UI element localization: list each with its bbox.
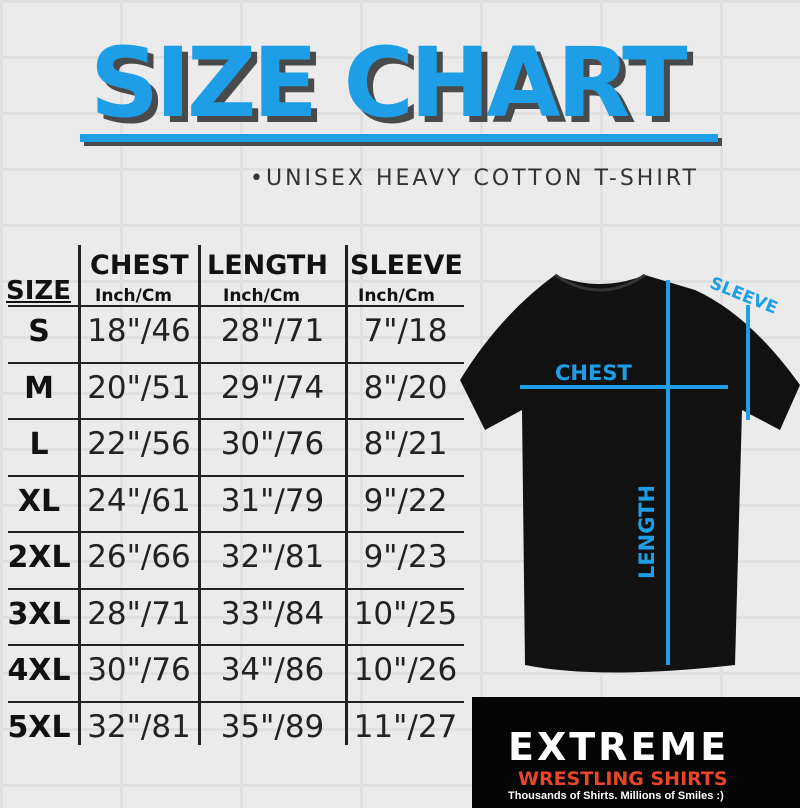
header-length-unit: Inch/Cm [223, 286, 301, 306]
measurement-cell: 11"/27 [353, 708, 458, 745]
column-divider [345, 245, 348, 745]
tshirt-diagram [460, 273, 800, 673]
header-sleeve: SLEEVE [350, 250, 463, 281]
measurement-cell: 31"/79 [220, 482, 325, 519]
tshirt-icon [460, 275, 800, 673]
measurement-cell: 8"/20 [363, 369, 448, 406]
size-label: 5XL [7, 709, 71, 745]
measurement-cell: 8"/21 [363, 426, 448, 462]
logo-tagline: Thousands of Shirts. Millions of Smiles … [508, 790, 724, 802]
measurement-cell: 24"/61 [87, 482, 191, 519]
measurement-cell: 26"/66 [87, 539, 191, 575]
header-size: SIZE [6, 276, 72, 306]
measurement-cell: 33"/84 [220, 595, 325, 632]
column-divider [198, 245, 201, 745]
measurement-cell: 18"/46 [87, 313, 191, 349]
measurement-cell: 22"/56 [87, 426, 191, 462]
measurement-cell: 10"/25 [353, 595, 458, 632]
header-chest: CHEST [90, 250, 189, 281]
subtitle: •UNISEX HEAVY COTTON T-SHIRT [250, 166, 699, 191]
column-divider [78, 245, 81, 745]
row-divider [8, 644, 464, 646]
measurement-cell: 32"/81 [220, 539, 325, 575]
size-label: 4XL [7, 653, 71, 688]
logo-line1: EXTREME [508, 725, 730, 769]
header-chest-unit: Inch/Cm [95, 286, 173, 306]
header-length: LENGTH [207, 250, 328, 281]
measurement-cell: 28"/71 [87, 595, 191, 632]
size-label: 3XL [7, 596, 71, 632]
measurement-cell: 29"/74 [220, 369, 325, 406]
measurement-cell: 10"/26 [353, 652, 458, 688]
measurement-cell: 20"/51 [87, 369, 191, 406]
row-divider [8, 531, 464, 533]
row-divider [8, 587, 464, 590]
measurement-cell: 32"/81 [87, 708, 191, 745]
brand-logo: EXTREME WRESTLING SHIRTS Thousands of Sh… [472, 697, 800, 808]
measurement-cell: 7"/18 [363, 313, 448, 349]
row-divider [8, 361, 464, 364]
measurement-cell: 34"/86 [220, 652, 325, 688]
logo-line2: WRESTLING SHIRTS [518, 768, 728, 790]
header-sleeve-unit: Inch/Cm [358, 286, 436, 306]
measurement-cell: 9"/23 [363, 539, 448, 575]
measurement-cell: 28"/71 [220, 313, 325, 349]
size-label: XL [17, 483, 61, 519]
measurement-cell: 30"/76 [220, 426, 325, 462]
size-label: S [28, 314, 50, 349]
size-label: M [24, 370, 54, 406]
size-label: 2XL [7, 540, 71, 575]
measurement-cell: 35"/89 [220, 708, 325, 745]
chest-label: CHEST [555, 361, 632, 385]
measurement-cell: 9"/22 [363, 482, 448, 519]
row-divider [8, 305, 464, 307]
page-title: SIZE CHART [90, 27, 688, 139]
length-label: LENGTH [635, 484, 660, 580]
row-divider [8, 700, 464, 703]
size-label: L [29, 427, 49, 462]
row-divider [8, 418, 464, 420]
measurement-cell: 30"/76 [87, 652, 191, 688]
row-divider [8, 474, 464, 477]
title-underline [80, 134, 718, 142]
